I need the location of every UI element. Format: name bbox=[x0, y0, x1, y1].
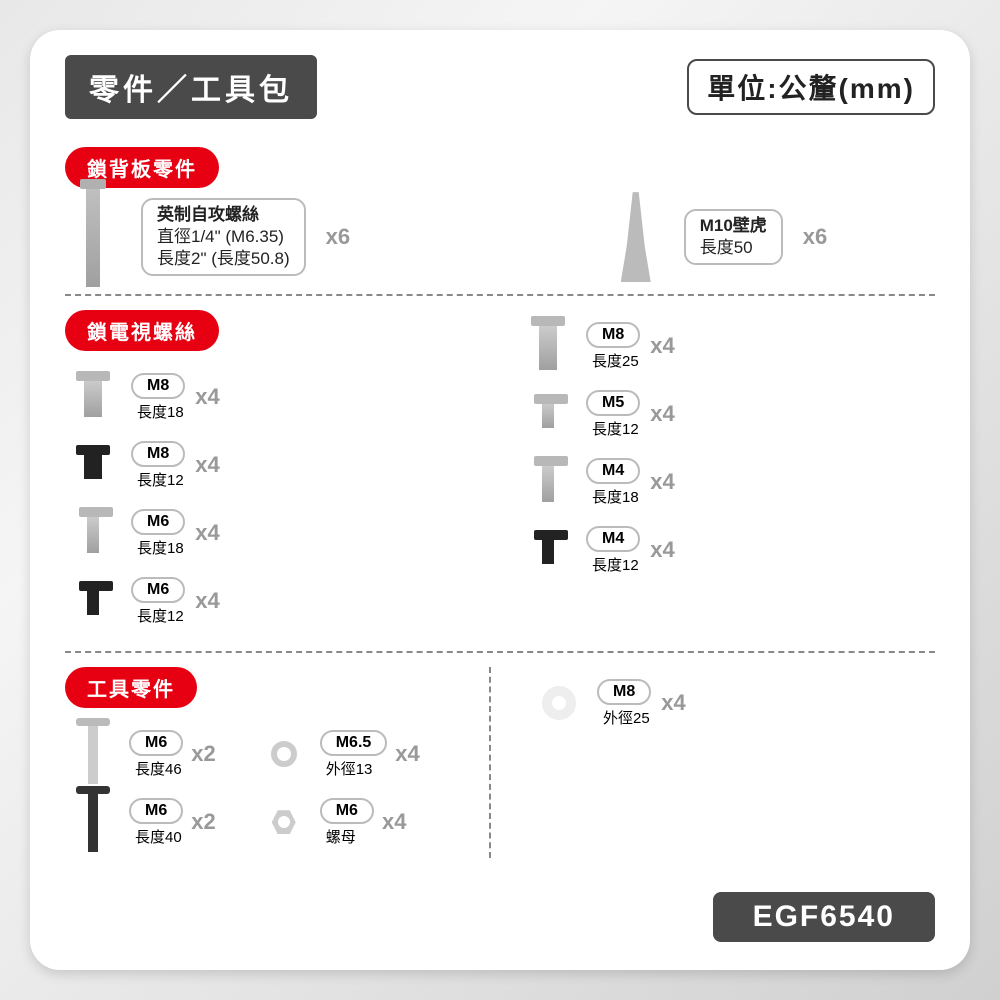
bolt-icon bbox=[520, 522, 576, 578]
spec-title: 英制自攻螺絲 bbox=[157, 204, 290, 226]
qty: x4 bbox=[661, 690, 685, 716]
spec-title: M6.5 bbox=[320, 730, 388, 756]
spec-title: M6 bbox=[129, 730, 183, 756]
section-tv-screws: 鎖電視螺絲 M8長度18 x4 M8長度12 x4 M6長度18 x4 bbox=[65, 294, 935, 637]
spec-box: 英制自攻螺絲 直徑1/4" (M6.35) 長度2" (長度50.8) bbox=[141, 198, 306, 276]
qty: x2 bbox=[191, 741, 215, 767]
bolt-icon bbox=[520, 386, 576, 442]
spec-line: 長度2" (長度50.8) bbox=[157, 248, 290, 270]
spec-line: 長度18 bbox=[131, 401, 184, 422]
list-item: M8長度18 x4 bbox=[65, 365, 480, 429]
qty: x4 bbox=[195, 452, 219, 478]
spec-line: 直徑1/4" (M6.35) bbox=[157, 226, 290, 248]
spec-title: M8 bbox=[131, 373, 185, 399]
spec-line: 外徑25 bbox=[597, 707, 650, 728]
spec-line: 長度18 bbox=[586, 486, 639, 507]
section-pill: 鎖電視螺絲 bbox=[65, 310, 219, 351]
list-item: M6長度12 x4 bbox=[65, 569, 480, 633]
nut-icon bbox=[256, 794, 312, 850]
spec-title: M6 bbox=[131, 509, 185, 535]
spec-line: 長度25 bbox=[586, 350, 639, 371]
pin-icon bbox=[65, 726, 121, 782]
washer-icon bbox=[256, 726, 312, 782]
qty: x6 bbox=[326, 224, 350, 250]
spec-line: 長度18 bbox=[131, 537, 184, 558]
spec-line: 長度40 bbox=[129, 826, 182, 847]
spec-line: 長度12 bbox=[131, 605, 184, 626]
anchor-icon bbox=[608, 209, 664, 265]
qty: x4 bbox=[395, 741, 419, 767]
bolt-icon bbox=[65, 573, 121, 629]
qty: x4 bbox=[650, 333, 674, 359]
qty: x4 bbox=[195, 588, 219, 614]
spec-title: M6 bbox=[129, 798, 183, 824]
spec-title: M6 bbox=[320, 798, 374, 824]
spec-title: M8 bbox=[586, 322, 640, 348]
spec-title: M4 bbox=[586, 526, 640, 552]
qty: x4 bbox=[382, 809, 406, 835]
qty: x2 bbox=[191, 809, 215, 835]
qty: x4 bbox=[650, 537, 674, 563]
spec-line: 外徑13 bbox=[320, 758, 373, 779]
qty: x4 bbox=[195, 384, 219, 410]
page-title: 零件／工具包 bbox=[65, 55, 317, 119]
spec-line: 螺母 bbox=[320, 826, 356, 847]
list-item: M8外徑25 x4 bbox=[531, 671, 935, 735]
spec-line: 長度12 bbox=[586, 418, 639, 439]
unit-badge: 單位:公釐(mm) bbox=[687, 59, 935, 115]
bolt-icon bbox=[65, 437, 121, 493]
section-backplate: 鎖背板零件 英制自攻螺絲 直徑1/4" (M6.35) 長度2" (長度50.8… bbox=[65, 137, 935, 276]
bolt-icon bbox=[65, 369, 121, 425]
list-item: M4長度12 x4 bbox=[520, 518, 935, 582]
washer-icon bbox=[531, 675, 587, 731]
spec-title: M6 bbox=[131, 577, 185, 603]
spec-title: M8 bbox=[597, 679, 651, 705]
bolt-icon bbox=[65, 505, 121, 561]
screw-icon bbox=[65, 209, 121, 265]
spec-title: M8 bbox=[131, 441, 185, 467]
spec-title: M10壁虎 bbox=[700, 215, 767, 237]
spec-box: M10壁虎 長度50 bbox=[684, 209, 783, 265]
spec-title: M5 bbox=[586, 390, 640, 416]
list-item: M8長度25 x4 bbox=[520, 314, 935, 378]
list-item: M6長度46 x2 M6.5外徑13 x4 bbox=[65, 722, 469, 786]
spec-line: 長度12 bbox=[131, 469, 184, 490]
qty: x4 bbox=[650, 469, 674, 495]
list-item: M4長度18 x4 bbox=[520, 450, 935, 514]
qty: x4 bbox=[650, 401, 674, 427]
spec-title: M4 bbox=[586, 458, 640, 484]
parts-card: 零件／工具包 單位:公釐(mm) 鎖背板零件 英制自攻螺絲 直徑1/4" (M6… bbox=[30, 30, 970, 970]
list-item: M5長度12 x4 bbox=[520, 382, 935, 446]
qty: x6 bbox=[803, 224, 827, 250]
section-tools: 工具零件 M6長度46 x2 M6.5外徑13 x4 bbox=[65, 651, 935, 858]
list-item: M6長度18 x4 bbox=[65, 501, 480, 565]
spec-line: 長度46 bbox=[129, 758, 182, 779]
list-item: M6長度40 x2 M6螺母 x4 bbox=[65, 790, 469, 854]
spec-line: 長度50 bbox=[700, 237, 767, 259]
spec-line: 長度12 bbox=[586, 554, 639, 575]
bolt-icon bbox=[520, 318, 576, 374]
pin-icon bbox=[65, 794, 121, 850]
section-pill: 工具零件 bbox=[65, 667, 197, 708]
bolt-icon bbox=[520, 454, 576, 510]
qty: x4 bbox=[195, 520, 219, 546]
header-row: 零件／工具包 單位:公釐(mm) bbox=[65, 55, 935, 119]
list-item: M8長度12 x4 bbox=[65, 433, 480, 497]
model-badge: EGF6540 bbox=[713, 892, 935, 942]
